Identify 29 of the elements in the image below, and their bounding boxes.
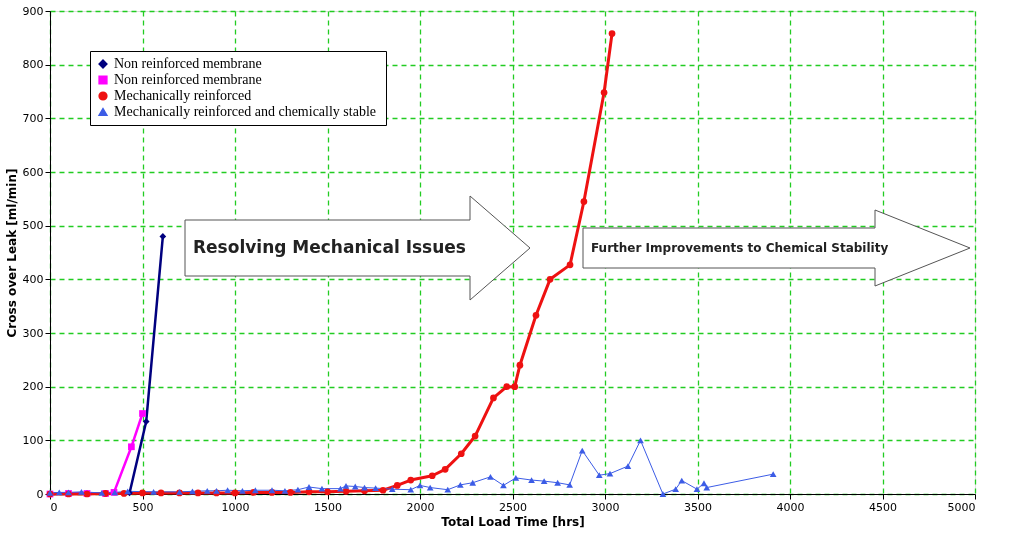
x-tick-label: 2000 <box>406 500 435 514</box>
annotation: Resolving Mechanical Issues <box>193 237 466 257</box>
y-tick-label: 200 <box>22 380 44 394</box>
x-tick-label: 3500 <box>684 500 712 514</box>
legend-label: Non reinforced membrane <box>114 72 262 87</box>
x-tick-label: 0 <box>50 500 58 514</box>
annotation: Further Improvements to Chemical Stability <box>591 241 889 255</box>
y-tick-label: 600 <box>22 165 44 179</box>
y-tick-label: 900 <box>22 4 44 18</box>
y-tick-label: 800 <box>22 58 44 72</box>
x-axis-title: Total Load Time [hrs] <box>441 514 585 529</box>
x-tick-label: 500 <box>132 500 154 514</box>
y-axis-title: Cross over Leak [ml/min] <box>4 168 19 338</box>
x-tick-label: 1500 <box>314 500 342 514</box>
y-tick-label: 300 <box>22 326 44 340</box>
y-tick-label: 700 <box>22 111 44 125</box>
x-tick-label: 4000 <box>776 500 805 514</box>
legend-label: Mechanically reinforced and chemically stable <box>114 104 376 119</box>
y-tick-label: 0 <box>36 487 44 501</box>
x-tick-label: 3000 <box>591 500 620 514</box>
x-tick-label: 4500 <box>869 500 897 514</box>
x-tick-label: 2500 <box>499 500 527 514</box>
legend-label: Mechanically reinforced <box>114 88 252 103</box>
y-tick-label: 500 <box>22 219 44 233</box>
x-tick-label: 5000 <box>947 500 976 514</box>
legend-label: Non reinforced membrane <box>114 56 262 71</box>
y-tick-label: 100 <box>22 433 44 447</box>
y-tick-label: 400 <box>22 272 44 286</box>
x-tick-label: 1000 <box>221 500 250 514</box>
